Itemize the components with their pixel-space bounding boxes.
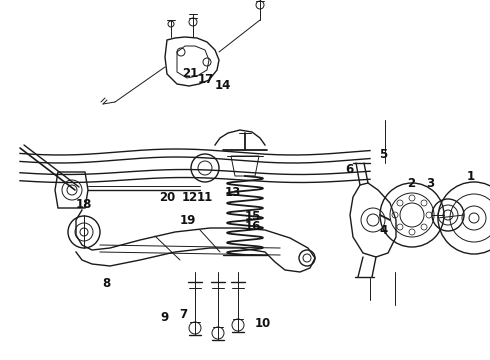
Text: 19: 19 xyxy=(180,214,196,227)
Text: 16: 16 xyxy=(245,220,261,233)
Text: 7: 7 xyxy=(180,309,188,321)
Text: 18: 18 xyxy=(76,198,93,211)
Text: 14: 14 xyxy=(214,79,231,92)
Text: 2: 2 xyxy=(408,177,416,190)
Text: 17: 17 xyxy=(197,73,214,86)
Text: 10: 10 xyxy=(254,317,271,330)
Text: 12: 12 xyxy=(182,191,198,204)
Text: 13: 13 xyxy=(225,186,242,199)
Text: 6: 6 xyxy=(346,163,354,176)
Text: 9: 9 xyxy=(160,311,168,324)
Text: 15: 15 xyxy=(245,210,261,223)
Text: 3: 3 xyxy=(426,177,434,190)
Text: 4: 4 xyxy=(379,224,387,237)
Text: 5: 5 xyxy=(379,148,387,161)
Text: 21: 21 xyxy=(182,67,198,80)
Text: 20: 20 xyxy=(159,191,176,204)
Text: 8: 8 xyxy=(103,277,111,290)
Text: 11: 11 xyxy=(196,191,213,204)
Text: 1: 1 xyxy=(466,170,474,183)
